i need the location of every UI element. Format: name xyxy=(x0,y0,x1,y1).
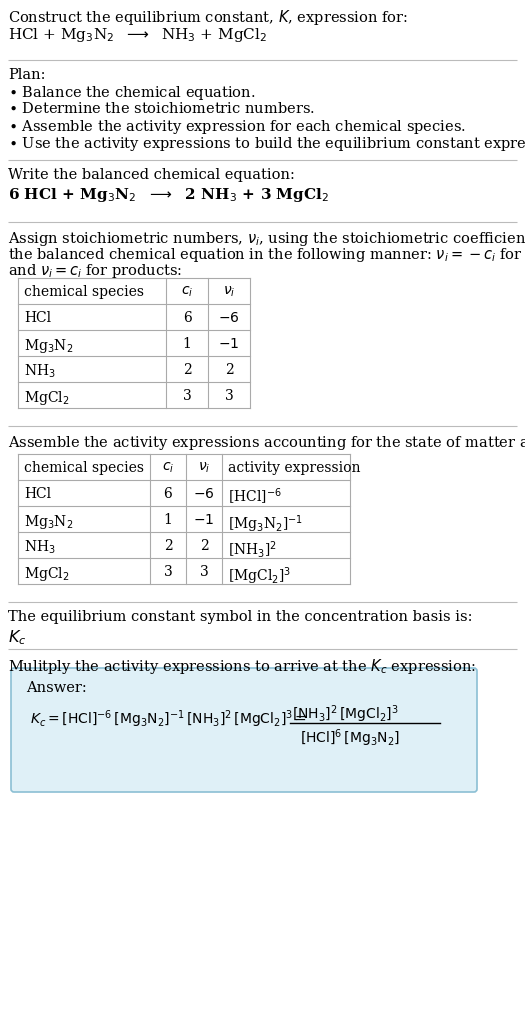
Text: Mg$_3$N$_2$: Mg$_3$N$_2$ xyxy=(24,337,74,355)
Text: HCl: HCl xyxy=(24,311,51,325)
Text: MgCl$_2$: MgCl$_2$ xyxy=(24,565,69,583)
Text: Assign stoichiometric numbers, $\nu_i$, using the stoichiometric coefficients, $: Assign stoichiometric numbers, $\nu_i$, … xyxy=(8,230,525,248)
Text: 2: 2 xyxy=(183,363,192,377)
Text: [Mg$_3$N$_2$]$^{-1}$: [Mg$_3$N$_2$]$^{-1}$ xyxy=(228,513,303,534)
Text: chemical species: chemical species xyxy=(24,285,144,299)
Text: activity expression: activity expression xyxy=(228,461,361,475)
Text: 3: 3 xyxy=(200,565,208,579)
Text: MgCl$_2$: MgCl$_2$ xyxy=(24,389,69,407)
FancyBboxPatch shape xyxy=(11,668,477,792)
Text: Plan:: Plan: xyxy=(8,68,46,82)
Text: 1: 1 xyxy=(164,513,172,527)
Text: $\bullet$ Use the activity expressions to build the equilibrium constant express: $\bullet$ Use the activity expressions t… xyxy=(8,135,525,153)
Text: 3: 3 xyxy=(183,389,192,403)
Text: 6: 6 xyxy=(183,311,192,325)
Text: $[\mathrm{NH_3}]^2\,[\mathrm{MgCl_2}]^3$: $[\mathrm{NH_3}]^2\,[\mathrm{MgCl_2}]^3$ xyxy=(292,703,398,724)
Text: $c_i$: $c_i$ xyxy=(162,461,174,476)
Text: $\nu_i$: $\nu_i$ xyxy=(223,285,235,299)
Text: $\bullet$ Determine the stoichiometric numbers.: $\bullet$ Determine the stoichiometric n… xyxy=(8,101,315,116)
Text: Construct the equilibrium constant, $K$, expression for:: Construct the equilibrium constant, $K$,… xyxy=(8,8,408,27)
Text: NH$_3$: NH$_3$ xyxy=(24,539,56,557)
Text: $-1$: $-1$ xyxy=(193,513,215,527)
Text: $-6$: $-6$ xyxy=(218,311,240,325)
Text: $K_c$: $K_c$ xyxy=(8,628,26,646)
Text: 6 HCl + Mg$_3$N$_2$  $\longrightarrow$  2 NH$_3$ + 3 MgCl$_2$: 6 HCl + Mg$_3$N$_2$ $\longrightarrow$ 2 … xyxy=(8,186,329,204)
Text: 3: 3 xyxy=(225,389,234,403)
Text: $\bullet$ Assemble the activity expression for each chemical species.: $\bullet$ Assemble the activity expressi… xyxy=(8,118,466,136)
Text: the balanced chemical equation in the following manner: $\nu_i = -c_i$ for react: the balanced chemical equation in the fo… xyxy=(8,246,525,264)
Text: 3: 3 xyxy=(164,565,172,579)
Text: 6: 6 xyxy=(164,487,172,501)
Text: The equilibrium constant symbol in the concentration basis is:: The equilibrium constant symbol in the c… xyxy=(8,610,472,624)
Text: HCl + Mg$_3$N$_2$  $\longrightarrow$  NH$_3$ + MgCl$_2$: HCl + Mg$_3$N$_2$ $\longrightarrow$ NH$_… xyxy=(8,26,267,44)
Text: $-1$: $-1$ xyxy=(218,337,239,351)
Text: 2: 2 xyxy=(200,539,208,553)
Text: Write the balanced chemical equation:: Write the balanced chemical equation: xyxy=(8,168,295,182)
Text: NH$_3$: NH$_3$ xyxy=(24,363,56,381)
Text: [NH$_3$]$^2$: [NH$_3$]$^2$ xyxy=(228,539,277,560)
Text: Assemble the activity expressions accounting for the state of matter and $\nu_i$: Assemble the activity expressions accoun… xyxy=(8,434,525,452)
Text: 2: 2 xyxy=(164,539,172,553)
Text: and $\nu_i = c_i$ for products:: and $\nu_i = c_i$ for products: xyxy=(8,262,182,280)
Text: $K_c = [\mathrm{HCl}]^{-6}\,[\mathrm{Mg_3N_2}]^{-1}\,[\mathrm{NH_3}]^{2}\,[\math: $K_c = [\mathrm{HCl}]^{-6}\,[\mathrm{Mg_… xyxy=(30,708,307,730)
Text: Mulitply the activity expressions to arrive at the $K_c$ expression:: Mulitply the activity expressions to arr… xyxy=(8,656,476,676)
Text: $[\mathrm{HCl}]^6\,[\mathrm{Mg_3N_2}]$: $[\mathrm{HCl}]^6\,[\mathrm{Mg_3N_2}]$ xyxy=(300,727,400,748)
Text: [MgCl$_2$]$^3$: [MgCl$_2$]$^3$ xyxy=(228,565,291,587)
Text: [HCl]$^{-6}$: [HCl]$^{-6}$ xyxy=(228,487,282,507)
Text: 2: 2 xyxy=(225,363,234,377)
Text: Answer:: Answer: xyxy=(26,681,87,695)
Text: 1: 1 xyxy=(183,337,192,351)
Text: HCl: HCl xyxy=(24,487,51,501)
Text: Mg$_3$N$_2$: Mg$_3$N$_2$ xyxy=(24,513,74,531)
Text: chemical species: chemical species xyxy=(24,461,144,475)
Text: $c_i$: $c_i$ xyxy=(181,285,193,299)
Text: $\bullet$ Balance the chemical equation.: $\bullet$ Balance the chemical equation. xyxy=(8,84,255,102)
Text: $\nu_i$: $\nu_i$ xyxy=(198,461,210,476)
Text: $-6$: $-6$ xyxy=(193,487,215,501)
